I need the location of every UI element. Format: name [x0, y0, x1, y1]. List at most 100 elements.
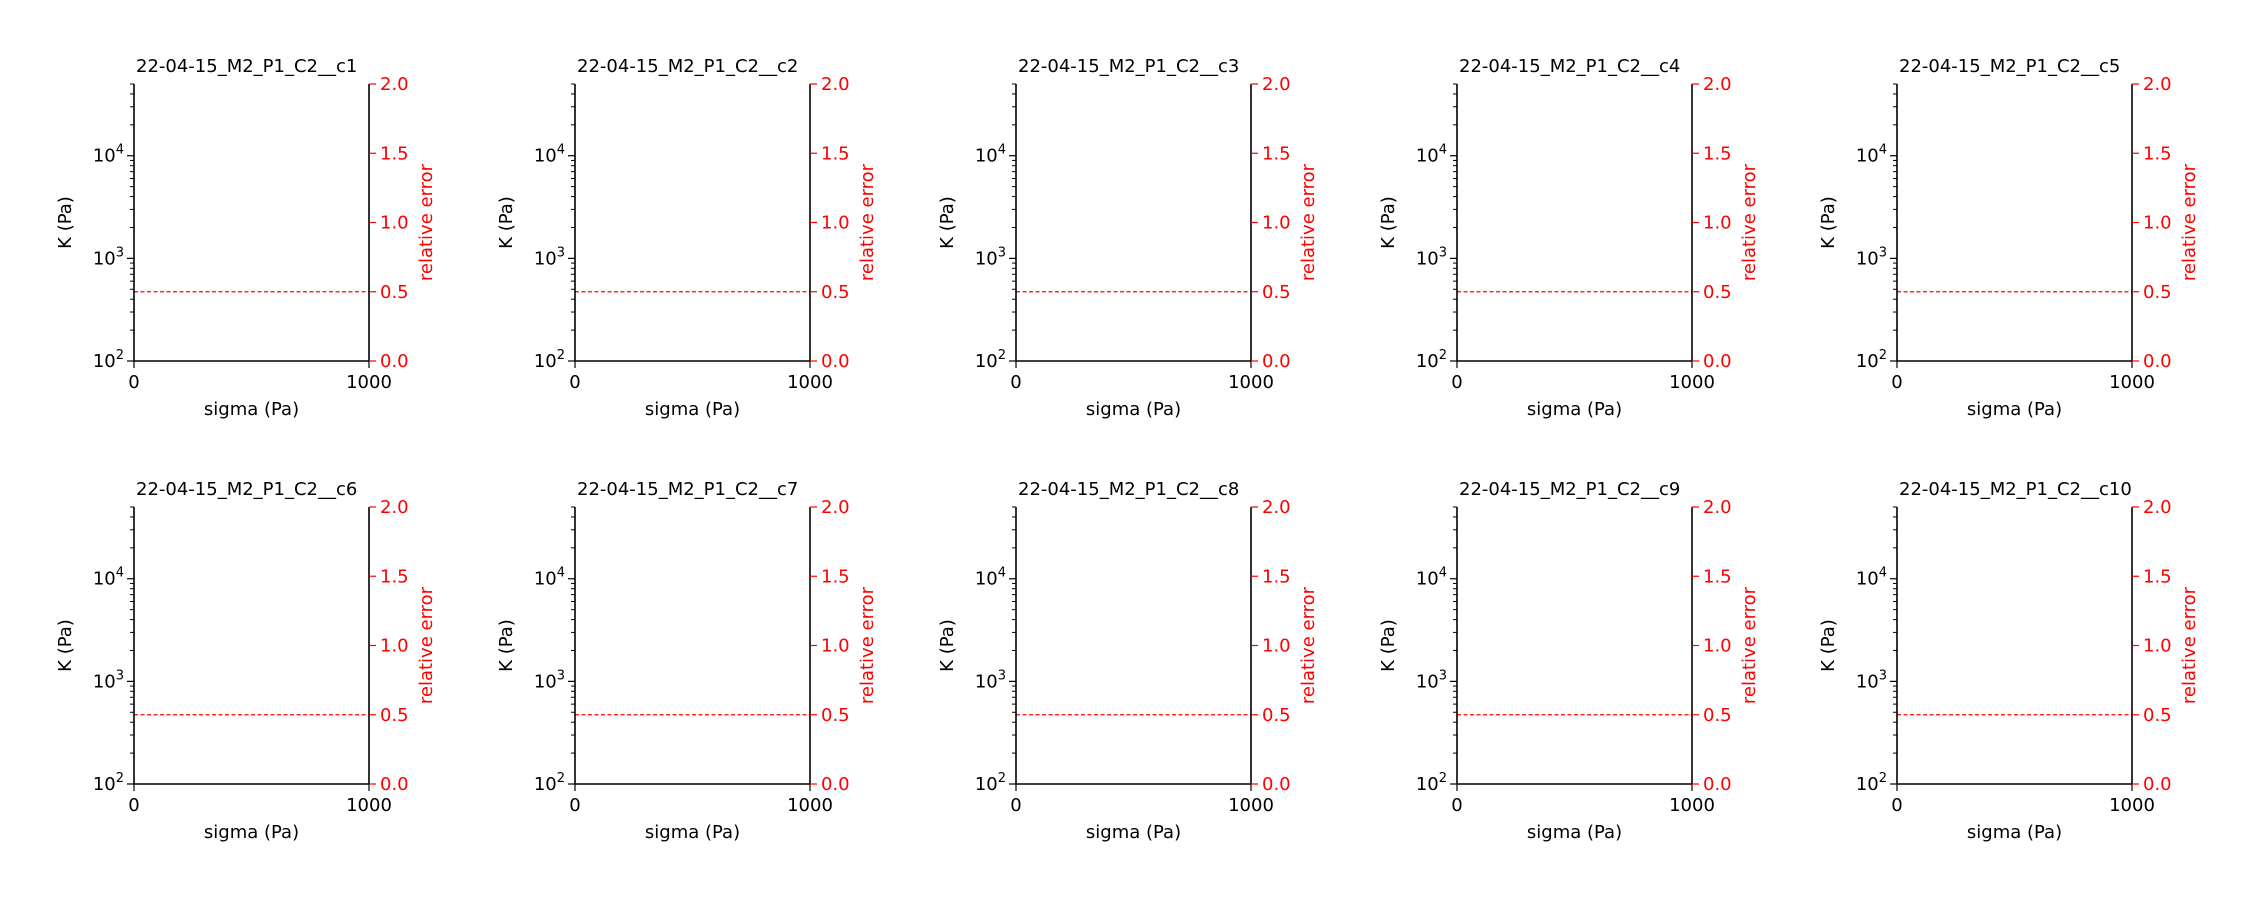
y-axis-label: K (Pa)	[937, 619, 958, 672]
subplot-title: 22-04-15_M2_P1_C2__c9	[1459, 479, 1680, 500]
y2-tick-label: 2.0	[1703, 497, 1732, 518]
y2-tick-label: 0.5	[380, 282, 409, 303]
y-tick-label: 104	[534, 143, 565, 167]
y-tick-label: 103	[1416, 668, 1447, 692]
y2-tick-label: 2.0	[821, 74, 850, 95]
y-axis-label: K (Pa)	[1378, 196, 1399, 249]
y2-tick-label: 0.5	[821, 705, 850, 726]
y-axis-label: K (Pa)	[55, 196, 76, 249]
x-axis-label: sigma (Pa)	[204, 399, 299, 420]
y2-tick-label: 0.0	[1262, 351, 1291, 372]
y-tick-label: 104	[93, 566, 124, 590]
x-tick-label: 0	[1010, 795, 1021, 816]
x-tick-label: 1000	[346, 795, 392, 816]
x-tick-label: 1000	[1228, 795, 1274, 816]
y2-tick-label: 1.0	[1262, 213, 1291, 234]
y2-axis-label: relative error	[1298, 586, 1319, 704]
y-tick-label: 102	[93, 348, 124, 372]
y-tick-label: 102	[534, 771, 565, 795]
y2-tick-label: 0.5	[1703, 705, 1732, 726]
subplot-3: 22-04-15_M2_P1_C2__c3 0 1000 102 103 104 0.0 0.…	[937, 56, 1319, 420]
y-axis-label: K (Pa)	[1378, 619, 1399, 672]
y2-tick-label: 0.0	[2143, 351, 2172, 372]
x-tick-label: 1000	[1669, 372, 1715, 393]
y2-tick-label: 2.0	[380, 74, 409, 95]
y-tick-label: 102	[1856, 348, 1887, 372]
subplot-title: 22-04-15_M2_P1_C2__c2	[577, 56, 798, 77]
x-tick-label: 0	[1891, 372, 1902, 393]
y2-tick-label: 1.0	[1703, 213, 1732, 234]
x-tick-label: 0	[128, 795, 139, 816]
y2-axis-label: relative error	[416, 163, 437, 281]
subplot-4: 22-04-15_M2_P1_C2__c4 0 1000 102 103 104 0.0 0.…	[1378, 56, 1760, 420]
x-axis-label: sigma (Pa)	[645, 822, 740, 843]
y2-tick-label: 1.0	[2143, 636, 2172, 657]
y-tick-label: 103	[1856, 245, 1887, 269]
x-tick-label: 1000	[1228, 372, 1274, 393]
y2-axis-label: relative error	[1739, 586, 1760, 704]
y-tick-label: 104	[1416, 566, 1447, 590]
subplot-title: 22-04-15_M2_P1_C2__c4	[1459, 56, 1680, 77]
subplot-title: 22-04-15_M2_P1_C2__c8	[1018, 479, 1239, 500]
y2-tick-label: 1.5	[821, 143, 850, 164]
y2-tick-label: 0.0	[380, 774, 409, 795]
y2-tick-label: 2.0	[380, 497, 409, 518]
y2-tick-label: 0.5	[1262, 705, 1291, 726]
y2-axis-label: relative error	[857, 586, 878, 704]
y-axis-label: K (Pa)	[937, 196, 958, 249]
x-axis-label: sigma (Pa)	[645, 399, 740, 420]
y2-tick-label: 0.0	[1262, 774, 1291, 795]
x-tick-label: 1000	[787, 372, 833, 393]
y2-tick-label: 1.5	[2143, 143, 2172, 164]
x-tick-label: 0	[1451, 795, 1462, 816]
subplot-title: 22-04-15_M2_P1_C2__c10	[1899, 479, 2132, 500]
subplot-title: 22-04-15_M2_P1_C2__c1	[136, 56, 357, 77]
y2-tick-label: 0.0	[2143, 774, 2172, 795]
y2-tick-label: 0.0	[380, 351, 409, 372]
y2-axis-label: relative error	[2179, 586, 2200, 704]
y2-axis-label: relative error	[1298, 163, 1319, 281]
y2-tick-label: 1.5	[1262, 143, 1291, 164]
y-tick-label: 104	[1856, 143, 1887, 167]
x-axis-label: sigma (Pa)	[204, 822, 299, 843]
subplot-title: 22-04-15_M2_P1_C2__c7	[577, 479, 798, 500]
x-axis-label: sigma (Pa)	[1967, 399, 2062, 420]
subplot-title: 22-04-15_M2_P1_C2__c5	[1899, 56, 2120, 77]
y2-tick-label: 2.0	[2143, 497, 2172, 518]
y2-tick-label: 1.0	[380, 636, 409, 657]
y-tick-label: 103	[975, 245, 1006, 269]
y-axis-label: K (Pa)	[55, 619, 76, 672]
y2-tick-label: 1.5	[1262, 566, 1291, 587]
y2-tick-label: 1.5	[1703, 566, 1732, 587]
x-axis-label: sigma (Pa)	[1086, 822, 1181, 843]
y2-axis-label: relative error	[1739, 163, 1760, 281]
y2-tick-label: 1.5	[1703, 143, 1732, 164]
subplot-2: 22-04-15_M2_P1_C2__c2 0 1000 102 103 104 0.0 0.…	[496, 56, 878, 420]
y-axis-label: K (Pa)	[496, 619, 517, 672]
y-tick-label: 102	[1416, 348, 1447, 372]
x-tick-label: 1000	[1669, 795, 1715, 816]
y2-tick-label: 1.0	[380, 213, 409, 234]
subplot-title: 22-04-15_M2_P1_C2__c3	[1018, 56, 1239, 77]
x-tick-label: 0	[569, 795, 580, 816]
x-tick-label: 1000	[346, 372, 392, 393]
y-tick-label: 104	[534, 566, 565, 590]
subplot-6: 22-04-15_M2_P1_C2__c6 0 1000 102 103 104 0.0 0.…	[55, 479, 437, 843]
subplot-9: 22-04-15_M2_P1_C2__c9 0 1000 102 103 104 0.0 0.…	[1378, 479, 1760, 843]
y2-tick-label: 0.5	[1703, 282, 1732, 303]
y2-axis-label: relative error	[857, 163, 878, 281]
x-tick-label: 1000	[2109, 795, 2155, 816]
x-tick-label: 0	[1891, 795, 1902, 816]
y2-tick-label: 0.0	[1703, 774, 1732, 795]
y-tick-label: 103	[93, 668, 124, 692]
y2-tick-label: 2.0	[1262, 74, 1291, 95]
y2-tick-label: 2.0	[1262, 497, 1291, 518]
y-tick-label: 102	[534, 348, 565, 372]
y-axis-label: K (Pa)	[496, 196, 517, 249]
y-tick-label: 102	[975, 348, 1006, 372]
y-tick-label: 104	[975, 566, 1006, 590]
y-tick-label: 103	[534, 668, 565, 692]
y-tick-label: 104	[93, 143, 124, 167]
y-tick-label: 103	[1856, 668, 1887, 692]
y2-tick-label: 1.0	[1703, 636, 1732, 657]
